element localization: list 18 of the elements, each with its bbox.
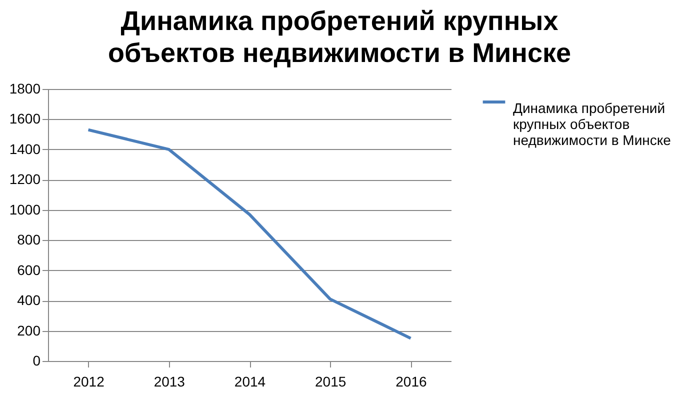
y-tick-label: 1800 bbox=[9, 80, 41, 96]
y-tick-label: 1200 bbox=[9, 171, 41, 188]
y-tick-label: 0 bbox=[32, 352, 41, 368]
y-tick-label: 400 bbox=[17, 292, 41, 308]
x-tick-label: 2015 bbox=[315, 374, 346, 390]
legend-label: Динамика пробретений крупных объектов недвижимости в Минске bbox=[513, 100, 672, 148]
line-series bbox=[86, 128, 412, 340]
y-tick-label: 1400 bbox=[9, 140, 41, 157]
y-tick-label: 1600 bbox=[9, 110, 41, 127]
x-tick-label: 2012 bbox=[73, 374, 105, 390]
y-tick-label: 1000 bbox=[9, 201, 41, 218]
y-tick-label: 600 bbox=[17, 262, 41, 278]
x-tick-label: 2014 bbox=[234, 374, 266, 390]
y-tick-label: 800 bbox=[17, 232, 41, 248]
y-tick-label: 200 bbox=[17, 322, 41, 338]
x-tick-label: 2016 bbox=[396, 374, 427, 390]
chart-title: Динамика пробретений крупных объектов недвижимости в Минске bbox=[108, 6, 572, 68]
x-tick-label: 2013 bbox=[154, 374, 186, 390]
